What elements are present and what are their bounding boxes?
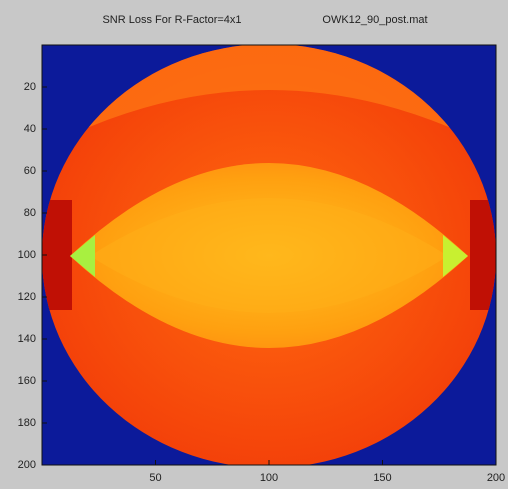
x-tick-label: 50: [149, 472, 161, 484]
y-tick-label: 60: [24, 165, 36, 177]
y-tick-label: 40: [24, 123, 36, 135]
y-tick-label: 80: [24, 207, 36, 219]
x-tick-label: 150: [373, 472, 391, 484]
y-tick-label: 180: [18, 417, 36, 429]
y-tick-label: 120: [18, 291, 36, 303]
y-tick-label: 160: [18, 375, 36, 387]
chart-subtitle: OWK12_90_post.mat: [322, 14, 427, 26]
x-tick-label: 200: [487, 472, 505, 484]
y-tick-label: 200: [18, 459, 36, 471]
y-tick-label: 100: [18, 249, 36, 261]
y-tick-label: 140: [18, 333, 36, 345]
y-tick-label: 20: [24, 81, 36, 93]
image: [42, 45, 496, 465]
chart-title: SNR Loss For R-Factor=4x1: [102, 14, 241, 26]
x-tick-label: 100: [260, 472, 278, 484]
